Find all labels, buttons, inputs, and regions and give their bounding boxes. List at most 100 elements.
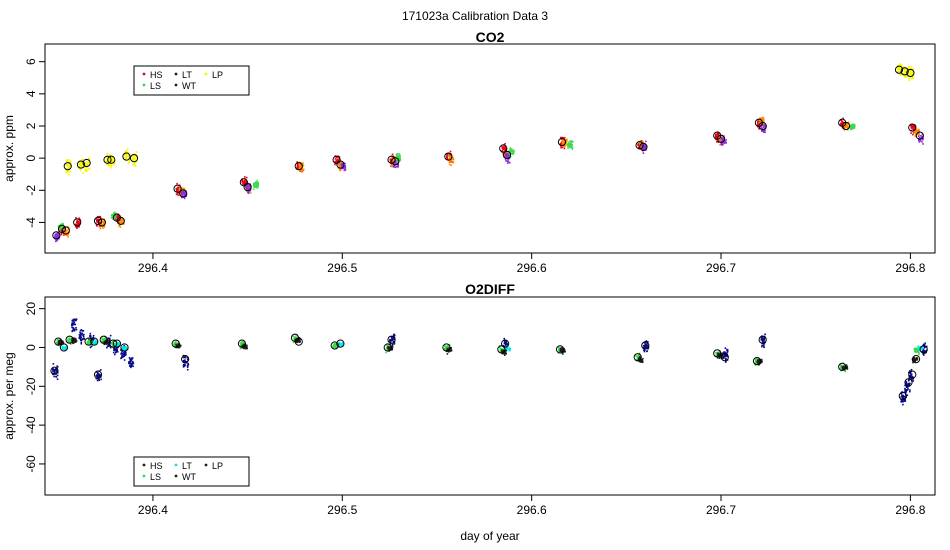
data-point: [715, 133, 717, 136]
data-point: [106, 160, 108, 163]
data-point: [110, 342, 113, 344]
data-point: [847, 125, 849, 128]
data-point: [511, 153, 514, 155]
data-point: [69, 161, 72, 164]
mean-marker: [179, 189, 188, 198]
data-point: [386, 349, 389, 352]
data-point: [181, 195, 183, 197]
data-point: [99, 376, 101, 378]
data-point: [562, 143, 564, 145]
data-point: [66, 163, 69, 166]
data-point: [341, 163, 344, 165]
data-point: [249, 191, 252, 194]
data-point: [452, 156, 454, 159]
data-point: [84, 170, 87, 172]
data-point: [175, 187, 178, 190]
data-point: [75, 224, 77, 226]
data-point: [81, 334, 83, 336]
data-point: [84, 161, 87, 164]
data-point: [87, 161, 90, 163]
data-point: [88, 341, 90, 344]
data-point: [128, 154, 130, 157]
data-point: [94, 343, 97, 346]
data-point: [80, 336, 83, 338]
data-point: [757, 122, 759, 125]
data-point: [115, 347, 118, 350]
data-point: [245, 186, 247, 188]
mean-marker: [122, 152, 131, 161]
data-point: [563, 147, 566, 150]
data-point: [904, 71, 907, 74]
data-point: [913, 129, 915, 132]
mean-marker: [641, 341, 650, 350]
data-point: [918, 136, 921, 139]
mean-marker: [99, 335, 108, 344]
data-point: [390, 337, 393, 339]
data-point: [252, 188, 255, 190]
data-point: [916, 130, 918, 133]
mean-marker: [63, 162, 72, 171]
data-point: [761, 344, 764, 347]
data-point: [643, 145, 645, 147]
data-point: [392, 158, 395, 160]
data-point: [912, 361, 914, 364]
data-point: [847, 126, 849, 129]
data-point: [71, 324, 73, 327]
mean-marker: [330, 341, 339, 350]
mean-marker: [57, 224, 67, 233]
data-point: [398, 155, 401, 158]
data-point: [131, 357, 134, 359]
data-point: [722, 143, 724, 146]
data-point: [724, 361, 727, 363]
mean-marker: [894, 65, 904, 74]
data-point: [842, 365, 845, 368]
data-point: [344, 169, 347, 171]
data-point: [392, 336, 394, 338]
data-point: [334, 163, 336, 166]
x-axis-label: day of year: [460, 529, 519, 543]
data-point: [81, 338, 84, 341]
data-point: [120, 218, 123, 220]
data-point: [298, 167, 301, 170]
data-point: [72, 341, 74, 344]
data-point: [299, 169, 301, 172]
data-point: [125, 157, 128, 160]
data-point: [105, 340, 108, 342]
data-point: [126, 148, 129, 150]
data-point: [912, 127, 914, 129]
data-point: [115, 349, 118, 352]
data-point: [755, 362, 758, 364]
data-point: [508, 349, 511, 352]
data-point: [506, 162, 509, 164]
data-point: [722, 352, 725, 354]
data-point: [391, 345, 394, 348]
data-point: [122, 353, 124, 356]
data-point: [716, 355, 718, 358]
data-point: [243, 181, 246, 184]
data-point: [567, 147, 569, 149]
mean-marker: [336, 160, 345, 169]
data-point: [71, 330, 74, 333]
data-point: [56, 374, 59, 377]
data-point: [124, 151, 127, 154]
data-point: [570, 144, 573, 147]
data-point: [129, 361, 132, 363]
data-point: [65, 164, 68, 166]
data-point: [299, 166, 301, 169]
data-point: [395, 160, 398, 162]
data-point: [644, 343, 647, 345]
data-point: [569, 143, 572, 145]
data-point: [563, 139, 565, 141]
y-tick-label: -20: [24, 377, 38, 395]
data-point: [121, 356, 124, 358]
data-point: [81, 161, 84, 163]
data-point: [132, 365, 134, 368]
data-point: [72, 328, 75, 331]
data-point: [78, 337, 81, 340]
data-point: [255, 182, 258, 184]
data-point: [184, 359, 186, 361]
data-point: [106, 163, 109, 166]
data-point: [113, 162, 116, 165]
data-point: [103, 226, 106, 228]
data-point: [76, 227, 78, 229]
